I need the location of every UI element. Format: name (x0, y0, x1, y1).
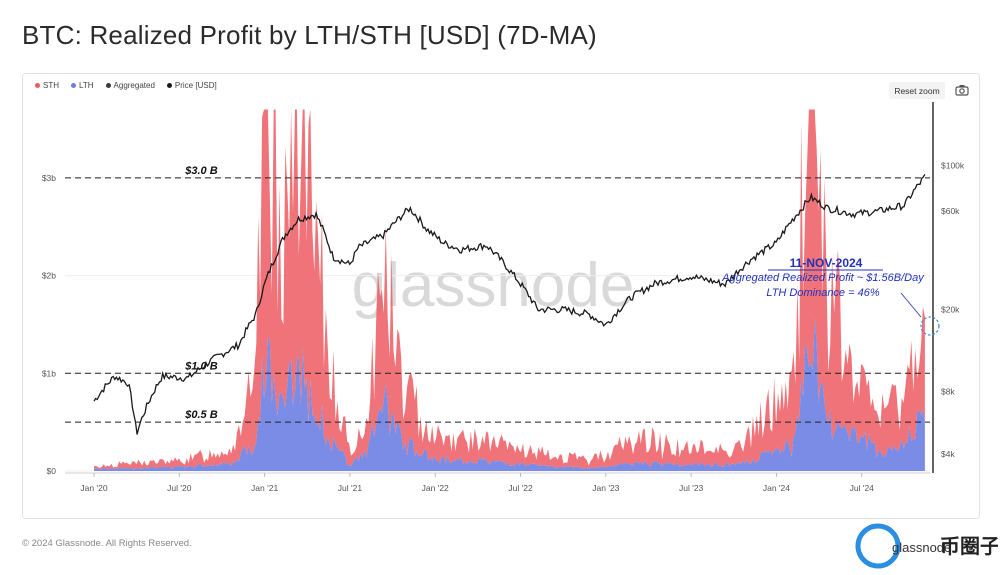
legend-label-lth: LTH (79, 81, 94, 90)
lth-area (94, 318, 925, 471)
stacked-areas (94, 109, 925, 471)
y-right-tick-label-1: $8k (941, 387, 955, 397)
level-label-0: $3.0 B (184, 165, 217, 177)
chart-legend: STH LTH Aggregated Price [USD] (35, 81, 217, 90)
reset-zoom-button[interactable]: Reset zoom (889, 82, 945, 99)
legend-item-sth[interactable]: STH (35, 81, 59, 90)
x-tick-label-0: Jan '20 (80, 483, 107, 493)
legend-label-aggregated: Aggregated (113, 81, 155, 90)
x-tick-label-4: Jan '22 (422, 483, 449, 493)
x-tick-label-8: Jan '24 (763, 483, 790, 493)
axes: Jan '20 Jul '20 Jan '21 Jul '21 Jan '22 Jul '… (42, 102, 965, 493)
legend-item-price[interactable]: Price [USD] (166, 81, 217, 90)
sth-area (94, 109, 925, 470)
event-date-label: 11-NOV-2024 (790, 256, 863, 270)
y-left-tick-label-2: $2b (42, 271, 56, 281)
event-line1-label: Aggregated Realized Profit ~ $1.56B/Day (721, 272, 925, 284)
level-label-1: $1.0 B (184, 360, 217, 372)
corner-logo: glassnode 币圈子 (855, 523, 998, 569)
corner-logo-text: 币圈子 (940, 534, 998, 558)
x-tick-label-3: Jul '21 (338, 483, 363, 493)
x-tick-label-7: Jul '23 (679, 483, 704, 493)
annotation-group: 11-NOV-2024 Aggregated Realized Profit ~… (721, 256, 940, 336)
legend-dot-aggregated (105, 83, 111, 88)
level-lines: $3.0 B $1.0 B $0.5 B (65, 165, 930, 423)
brand-logo-text: glassnode (892, 540, 951, 555)
price-line (93, 174, 926, 435)
y-right-tick-label-4: $100k (941, 160, 965, 170)
legend-item-lth[interactable]: LTH (71, 81, 94, 90)
camera-icon[interactable] (955, 84, 969, 96)
legend-dot-sth (35, 83, 40, 88)
level-label-2: $0.5 B (184, 409, 217, 421)
y-left-tick-label-1: $1b (42, 368, 56, 378)
event-line2-label: LTH Dominance = 46% (766, 287, 879, 299)
y-left-tick-label-0: $0 (47, 466, 57, 476)
y-left-tick-label-3: $3b (42, 173, 56, 183)
event-pointer-arrow (900, 292, 922, 318)
x-tick-label-9: Jul '24 (850, 483, 875, 493)
legend-label-price: Price [USD] (174, 81, 217, 90)
logo-mark-icon (855, 523, 901, 569)
chart-plot: glassnode $3.0 B $1.0 B $0.5 B Jan '20 Jul … (42, 102, 965, 493)
chart-card: STH LTH Aggregated Price [USD] Reset zoo… (22, 73, 980, 519)
watermark-text: glassnode (352, 251, 635, 320)
y-right-tick-label-3: $60k (941, 206, 960, 216)
x-tick-label-2: Jan '21 (251, 483, 278, 493)
page-title: BTC: Realized Profit by LTH/STH [USD] (7… (22, 20, 597, 50)
legend-item-aggregated[interactable]: Aggregated (105, 81, 155, 90)
y-right-tick-label-0: $4k (941, 449, 955, 459)
price-line-group (93, 174, 926, 435)
legend-dot-price (166, 83, 172, 88)
x-tick-label-6: Jan '23 (592, 483, 619, 493)
event-marker-circle (920, 316, 940, 336)
legend-label-sth: STH (43, 81, 59, 90)
x-tick-label-5: Jul '22 (508, 483, 533, 493)
legend-dot-lth (71, 83, 76, 88)
copyright-footer: © 2024 Glassnode. All Rights Reserved. (22, 538, 192, 549)
y-right-tick-label-2: $20k (941, 305, 960, 315)
x-tick-label-1: Jul '20 (167, 483, 192, 493)
